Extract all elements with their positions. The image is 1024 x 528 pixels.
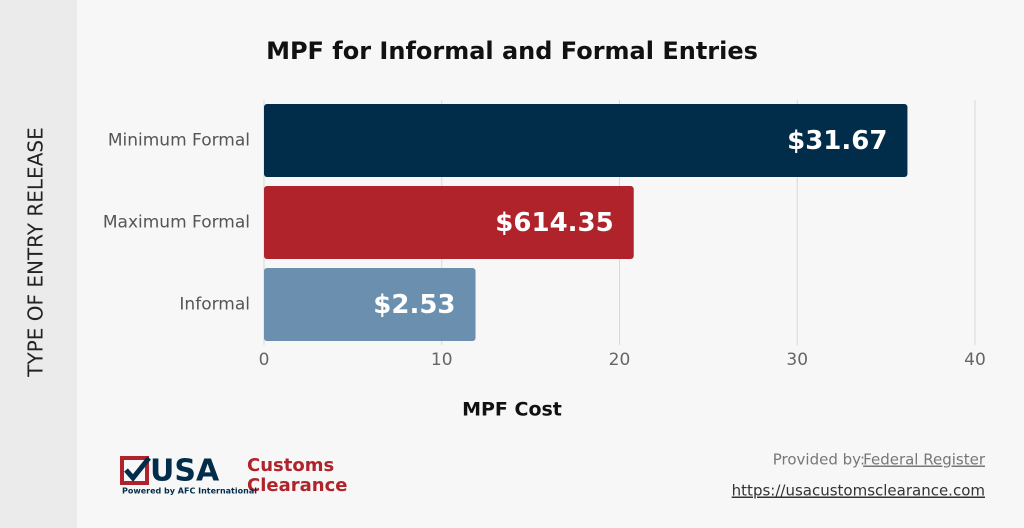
y-tick-label: Informal [179, 295, 250, 315]
x-tick-label: 10 [431, 350, 453, 370]
x-tick-label: 20 [609, 350, 631, 370]
x-tick-label: 0 [259, 350, 270, 370]
site-url[interactable]: https://usacustomsclearance.com [732, 482, 985, 500]
source-link[interactable]: Federal Register [863, 451, 986, 469]
logo-check [124, 456, 151, 482]
side-strip [0, 0, 77, 528]
x-tick-label: 40 [964, 350, 986, 370]
logo-box [120, 456, 149, 485]
bar-label: $31.67 [787, 126, 887, 156]
bar [264, 186, 634, 259]
logo: USA Customs Clearance Powered by AFC Int… [120, 454, 347, 496]
bar-label: $2.53 [373, 290, 455, 320]
provided-by: Provided by: [773, 451, 865, 469]
chart-title: MPF for Informal and Formal Entries [266, 37, 758, 65]
logo-powered: Powered by AFC International [122, 487, 257, 496]
x-tick-label: 30 [786, 350, 808, 370]
bar [264, 268, 476, 341]
logo-customs: Customs [247, 455, 334, 476]
bar-label: $614.35 [495, 208, 613, 238]
x-axis-title: MPF Cost [462, 399, 562, 421]
y-axis-title: TYPE OF ENTRY RELEASE [24, 127, 48, 377]
logo-usa: USA [150, 454, 220, 489]
logo-clearance: Clearance [247, 475, 347, 496]
y-tick-label: Maximum Formal [103, 213, 250, 233]
y-tick-label: Minimum Formal [108, 131, 250, 151]
bar [264, 104, 908, 177]
